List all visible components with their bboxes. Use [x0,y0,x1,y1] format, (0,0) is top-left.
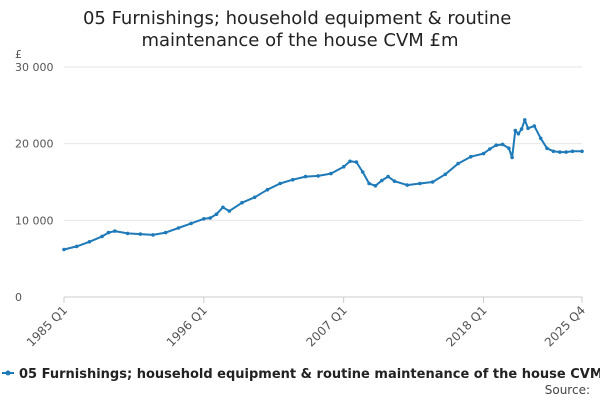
data-point [151,233,155,237]
data-point [202,217,206,221]
data-point [430,180,435,184]
y-tick-label: 30 000 [15,61,54,74]
data-point [523,118,527,122]
data-point [252,195,257,200]
series-group [62,118,584,252]
data-point [74,244,79,249]
data-point [189,221,193,226]
data-point [163,230,168,235]
y-axis-ticks: 0 10 000 20 000 30 000 [15,61,54,304]
data-point [354,160,359,164]
data-point [500,142,505,147]
data-point [278,181,282,186]
data-point [558,150,562,154]
data-point [138,232,143,236]
data-point [341,164,346,169]
y-tick-label: 20 000 [15,138,54,151]
data-point [532,124,537,128]
data-point [481,151,486,156]
data-point [87,240,92,244]
data-point [373,184,378,188]
x-tick-label: 2018 Q1 [443,303,489,349]
chart-title-line-1: 05 Furnishings; household equipment & ro… [83,8,511,29]
data-point [469,154,473,159]
y-tick-label: 0 [15,291,22,304]
x-tick-label: 2007 Q1 [304,303,350,349]
data-point [570,149,575,154]
data-point [125,231,130,236]
legend-item-label[interactable]: 05 Furnishings; household equipment & ro… [19,367,600,382]
data-point [316,174,321,178]
source-label: Source: [545,383,590,397]
data-point [488,147,492,151]
legend-swatch-marker [5,370,11,376]
data-point [494,143,499,147]
legend[interactable]: 05 Furnishings; household equipment & ro… [2,367,600,382]
data-point [360,170,365,174]
data-point [329,171,333,176]
data-point [113,229,117,233]
data-point [367,181,371,186]
data-point [507,146,511,151]
data-point [227,209,232,213]
chart-title-line-2: maintenance of the house CVM £m [141,30,458,51]
chart-title: 05 Furnishings; household equipment & ro… [83,8,517,51]
data-point [564,150,568,154]
x-tick-label: 1985 Q1 [24,303,70,349]
data-point [221,205,225,210]
data-point [418,181,422,186]
data-point [240,200,244,205]
data-point [551,149,556,154]
y-axis-label: £ [15,48,22,61]
data-point [265,187,270,192]
grid-lines [64,66,582,298]
data-point [519,127,524,131]
data-point [100,234,104,239]
x-tick-label: 1996 Q1 [164,303,210,349]
data-point [580,149,584,154]
data-point [456,161,460,166]
data-point [348,159,352,164]
data-point [392,179,397,183]
data-point [291,177,295,182]
data-point [538,136,543,141]
data-point [513,128,518,133]
data-point [516,131,521,136]
data-point [380,178,384,183]
data-point [386,174,390,179]
data-point [303,174,308,179]
data-point [405,183,410,187]
x-axis: 1985 Q1 1996 Q1 2007 Q1 2018 Q1 2025 Q4 [24,297,588,349]
data-point [510,155,514,160]
data-point [545,146,549,151]
data-point [62,247,66,252]
data-point [106,230,111,235]
data-point [526,126,530,131]
series-line [63,118,582,251]
data-point [208,216,212,220]
data-point [176,226,181,230]
y-tick-label: 10 000 [15,214,54,227]
x-tick-label: 2025 Q4 [542,303,588,349]
data-point [443,172,448,177]
data-point [214,212,219,216]
